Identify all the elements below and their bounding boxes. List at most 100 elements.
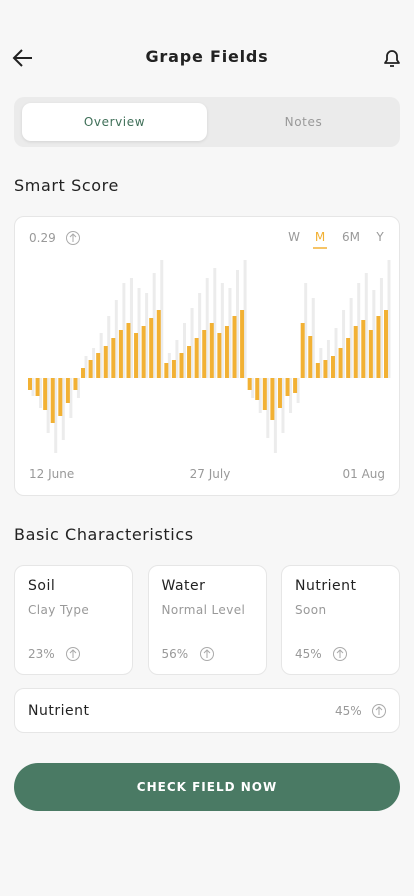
range-bar [198, 293, 202, 378]
tab-bar: Overview Notes [14, 97, 400, 147]
range-bar [122, 283, 126, 378]
score-bar [346, 338, 351, 378]
score-bar [35, 378, 40, 396]
check-button[interactable]: CHECK FIELD NOW [14, 763, 400, 811]
score-bar [28, 378, 32, 390]
card-value: 45% [335, 704, 362, 718]
score-bar [338, 348, 343, 378]
range-bar [160, 260, 164, 378]
info-card: Nutrient Soon 45% [281, 565, 400, 675]
range-bar [69, 378, 73, 418]
range-bar [114, 300, 118, 378]
card-subtitle: Soon [295, 603, 327, 617]
range-bar [107, 316, 111, 378]
score-bar [43, 378, 48, 410]
period-tab[interactable]: 6M [342, 230, 360, 244]
period-tab[interactable]: Y [375, 230, 384, 244]
range-bar [145, 293, 149, 378]
range-bar [84, 356, 88, 378]
range-bar [54, 378, 58, 453]
score-bar [376, 316, 381, 378]
card-subtitle: Normal Level [161, 603, 246, 617]
score-bar [134, 333, 139, 378]
card-value: 56% [161, 647, 189, 661]
range-bar [205, 278, 209, 378]
score-bar [179, 353, 184, 378]
range-bar [326, 340, 330, 378]
score-bar [202, 330, 207, 378]
score-bar [270, 378, 275, 420]
up-icon [66, 647, 80, 661]
score-bar [164, 363, 169, 378]
score-bar [96, 353, 101, 378]
range-bar [167, 353, 171, 378]
score-bar [240, 310, 245, 378]
score-bar [126, 323, 131, 378]
range-bar [190, 308, 194, 378]
range-bar [137, 288, 141, 378]
range-bar [304, 283, 308, 378]
score-bar [103, 346, 108, 378]
score-bar [323, 360, 328, 378]
score-bar [384, 310, 388, 378]
wide-card: Nutrient 45% [14, 688, 400, 733]
score-bar [300, 323, 305, 378]
card-title: Soil [28, 578, 56, 594]
period-tab[interactable]: M [315, 230, 325, 244]
notification-button[interactable] [381, 47, 403, 69]
score-bar [262, 378, 267, 410]
range-bar [379, 278, 383, 378]
range-bar [251, 378, 255, 398]
page-title: Grape Fields [145, 47, 269, 66]
score-value: 0.29 [29, 231, 56, 245]
period-tab[interactable]: W [288, 230, 300, 244]
score-bar [255, 378, 260, 400]
score-bar [308, 336, 313, 378]
range-bar [387, 260, 391, 378]
score-bar [224, 326, 229, 378]
score-bar [111, 338, 116, 378]
score-bar [156, 310, 161, 378]
score-bar [194, 338, 199, 378]
range-bar [92, 348, 96, 378]
tab-overview[interactable]: Overview [22, 103, 207, 141]
section-title: Basic Characteristics [14, 525, 194, 544]
chart-card: 0.29 W M 6M Y 12 June 27 July 01 Aug [14, 216, 400, 496]
range-bar [76, 378, 80, 398]
score-bar [171, 360, 176, 378]
card-title: Nutrient [295, 578, 357, 594]
card-title: Water [161, 578, 206, 594]
score-bar [118, 330, 123, 378]
card-value: 45% [295, 647, 322, 661]
info-card: Soil Clay Type 23% [14, 565, 133, 675]
score-bar [361, 320, 366, 378]
range-bar [342, 310, 346, 378]
section-title: Smart Score [14, 176, 119, 195]
score-bar [149, 318, 154, 378]
range-bar [319, 348, 323, 378]
back-button[interactable] [12, 47, 34, 69]
up-icon [66, 231, 80, 245]
range-bar [236, 270, 240, 378]
score-bar [232, 316, 237, 378]
range-bar [258, 378, 262, 413]
range-bar [175, 340, 179, 378]
range-bar [281, 378, 285, 433]
card-subtitle: Clay Type [28, 603, 90, 617]
range-bar [357, 283, 361, 378]
up-icon [333, 647, 347, 661]
score-bar [353, 326, 358, 378]
range-bar [213, 268, 217, 378]
score-bar [285, 378, 290, 396]
range-bar [31, 378, 35, 396]
x-tick-label: 01 Aug [342, 467, 385, 481]
score-bar [330, 356, 335, 378]
info-card: Water Normal Level 56% [147, 565, 267, 675]
range-bar [182, 323, 186, 378]
range-bar [46, 378, 50, 433]
x-tick-label: 27 July [190, 467, 231, 481]
tab-notes[interactable]: Notes [284, 115, 323, 129]
score-bar [247, 378, 252, 390]
range-bar [364, 273, 368, 378]
